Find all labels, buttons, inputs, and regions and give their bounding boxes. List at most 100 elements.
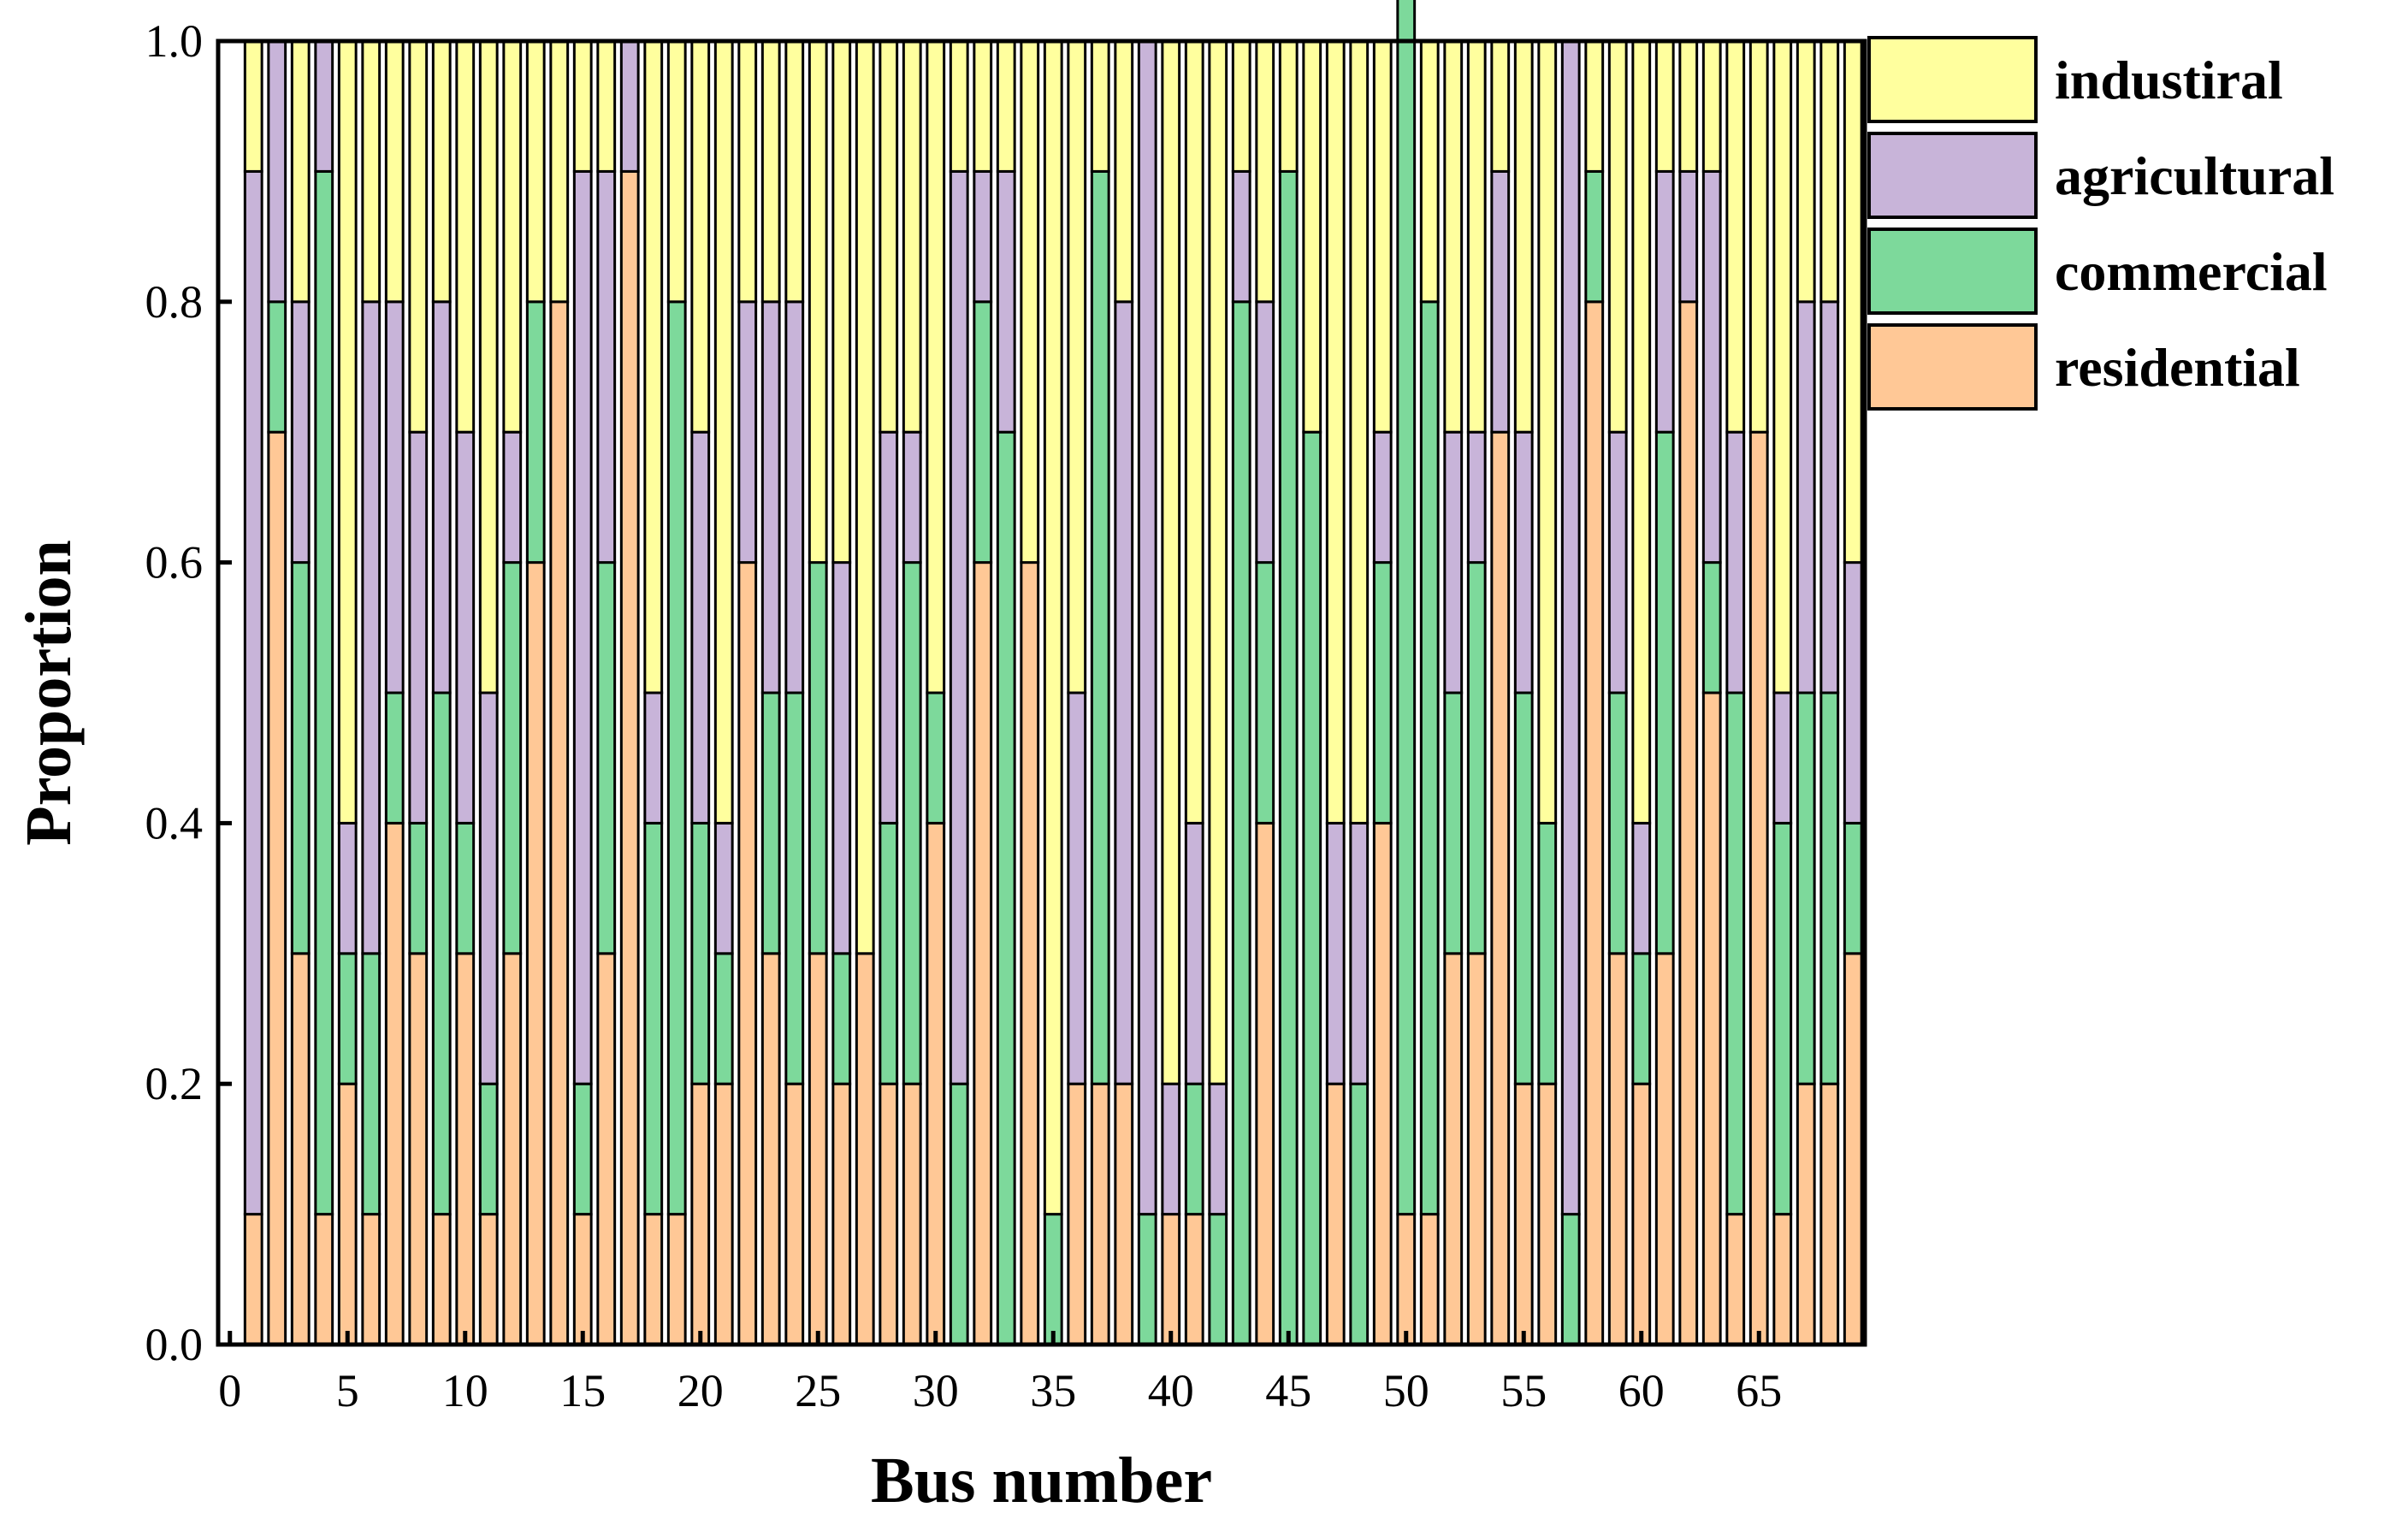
bar-residential-bus-10: [455, 952, 476, 1346]
bar-industrial-bus-45: [1278, 39, 1299, 173]
bar-commercial-bus-46: [1302, 430, 1322, 1346]
bar-industrial-bus-12: [502, 39, 523, 434]
bar-residential-bus-9: [431, 1213, 452, 1346]
bar-residential-bus-37: [1090, 1082, 1110, 1346]
bar-commercial-bus-39: [1137, 1213, 1157, 1346]
bar-residential-bus-68: [1819, 1082, 1840, 1346]
bar-agricultural-bus-21: [713, 821, 734, 955]
bar-residential-bus-7: [384, 821, 405, 1346]
bar-commercial-bus-66: [1772, 821, 1793, 1216]
y-axis: 0.0 0.2 0.4 0.6 0.8 1.0: [145, 15, 232, 1370]
bar-industrial-bus-19: [666, 39, 687, 304]
bar-residential-bus-19: [666, 1213, 687, 1346]
bar-residential-bus-53: [1466, 952, 1487, 1346]
x-tick-label: 60: [1618, 1365, 1665, 1416]
bar-residential-bus-38: [1114, 1082, 1134, 1346]
bar-industrial-bus-64: [1725, 39, 1746, 434]
bar-residential-bus-3: [290, 952, 311, 1346]
bar-industrial-bus-24: [784, 39, 805, 304]
bar-residential-bus-20: [690, 1082, 711, 1346]
bar-commercial-bus-30: [926, 691, 946, 825]
bar-residential-bus-61: [1654, 952, 1675, 1346]
bar-residential-bus-16: [596, 952, 617, 1346]
legend: industiral agricultural commercial resident…: [1867, 36, 2334, 411]
bar-commercial-bus-8: [408, 821, 429, 955]
bar-residential-bus-22: [737, 561, 758, 1346]
bar-industrial-bus-46: [1302, 39, 1322, 434]
bar-industrial-bus-51: [1419, 39, 1440, 304]
bar-industrial-bus-41: [1184, 39, 1204, 825]
bar-industrial-bus-61: [1654, 39, 1675, 173]
bar-residential-bus-62: [1678, 300, 1699, 1346]
legend-swatch-residential: [1867, 323, 2038, 411]
bar-commercial-bus-24: [784, 691, 805, 1085]
bar-agricultural-bus-40: [1161, 1082, 1181, 1216]
bar-commercial-bus-59: [1607, 691, 1628, 955]
bar-residential-bus-54: [1490, 430, 1511, 1346]
bar-industrial-bus-62: [1678, 39, 1699, 173]
bar-commercial-bus-68: [1819, 691, 1840, 1085]
bar-agricultural-bus-16: [596, 169, 617, 565]
bar-agricultural-bus-52: [1443, 430, 1464, 695]
bar-commercial-bus-5: [337, 952, 358, 1085]
bar-residential-bus-52: [1443, 952, 1464, 1346]
bar-agricultural-bus-22: [737, 300, 758, 565]
bar-residential-bus-50: [1396, 1213, 1417, 1346]
y-tick-label: 0.4: [145, 797, 204, 848]
bar-residential-bus-6: [361, 1213, 382, 1346]
bar-commercial-bus-51: [1419, 300, 1440, 1216]
bar-agricultural-bus-23: [760, 300, 781, 695]
legend-swatch-commercial: [1867, 228, 2038, 315]
bar-industrial-bus-10: [455, 39, 476, 434]
bar-commercial-bus-42: [1208, 1213, 1228, 1346]
bar-commercial-bus-45: [1278, 169, 1299, 1346]
bar-agricultural-bus-1: [243, 169, 263, 1216]
bar-industrial-bus-49: [1372, 39, 1393, 434]
legend-label-industrial: industiral: [2055, 50, 2283, 110]
bar-residential-bus-63: [1701, 691, 1722, 1346]
bar-residential-bus-24: [784, 1082, 805, 1346]
bar-agricultural-bus-29: [902, 430, 922, 565]
bar-residential-bus-49: [1372, 821, 1393, 1346]
bar-residential-bus-1: [243, 1213, 263, 1346]
bar-residential-bus-27: [855, 952, 875, 1346]
bar-commercial-bus-58: [1584, 169, 1605, 304]
x-tick-label: 5: [336, 1365, 359, 1416]
bar-agricultural-bus-63: [1701, 169, 1722, 565]
y-tick-label: 0.6: [145, 537, 204, 588]
bar-industrial-bus-34: [1020, 39, 1040, 565]
bar-agricultural-bus-32: [973, 169, 993, 304]
bar-agricultural-bus-18: [643, 691, 664, 825]
bar-agricultural-bus-66: [1772, 691, 1793, 825]
bar-residential-bus-36: [1067, 1082, 1087, 1346]
bar-commercial-bus-41: [1184, 1082, 1204, 1216]
bar-industrial-bus-20: [690, 39, 711, 434]
bar-commercial-bus-12: [502, 561, 523, 955]
bar-commercial-bus-53: [1466, 561, 1487, 955]
y-tick-label: 0.8: [145, 276, 204, 328]
bar-residential-bus-15: [572, 1213, 593, 1346]
bar-residential-bus-40: [1161, 1213, 1181, 1346]
bar-agricultural-bus-28: [879, 430, 899, 825]
bar-industrial-bus-31: [949, 39, 969, 173]
bar-agricultural-bus-17: [619, 39, 640, 173]
bar-industrial-bus-47: [1325, 39, 1346, 825]
bar-agricultural-bus-60: [1631, 821, 1652, 955]
bar-commercial-bus-31: [949, 1082, 969, 1346]
bar-industrial-bus-65: [1748, 39, 1769, 434]
bar-residential-bus-51: [1419, 1213, 1440, 1346]
y-tick-label: 0.2: [145, 1058, 204, 1109]
bar-agricultural-bus-8: [408, 430, 429, 825]
bar-residential-bus-5: [337, 1082, 358, 1346]
bar-industrial-bus-48: [1349, 39, 1370, 825]
x-tick-label: 25: [795, 1365, 841, 1416]
bar-industrial-bus-25: [808, 39, 828, 565]
bar-agricultural-bus-38: [1114, 300, 1134, 1085]
legend-label-residential: residential: [2055, 337, 2300, 398]
bar-residential-bus-17: [619, 169, 640, 1346]
bar-residential-bus-2: [267, 430, 287, 1346]
bar-commercial-bus-48: [1349, 1082, 1370, 1346]
bar-industrial-bus-7: [384, 39, 405, 304]
bar-industrial-bus-3: [290, 39, 311, 304]
